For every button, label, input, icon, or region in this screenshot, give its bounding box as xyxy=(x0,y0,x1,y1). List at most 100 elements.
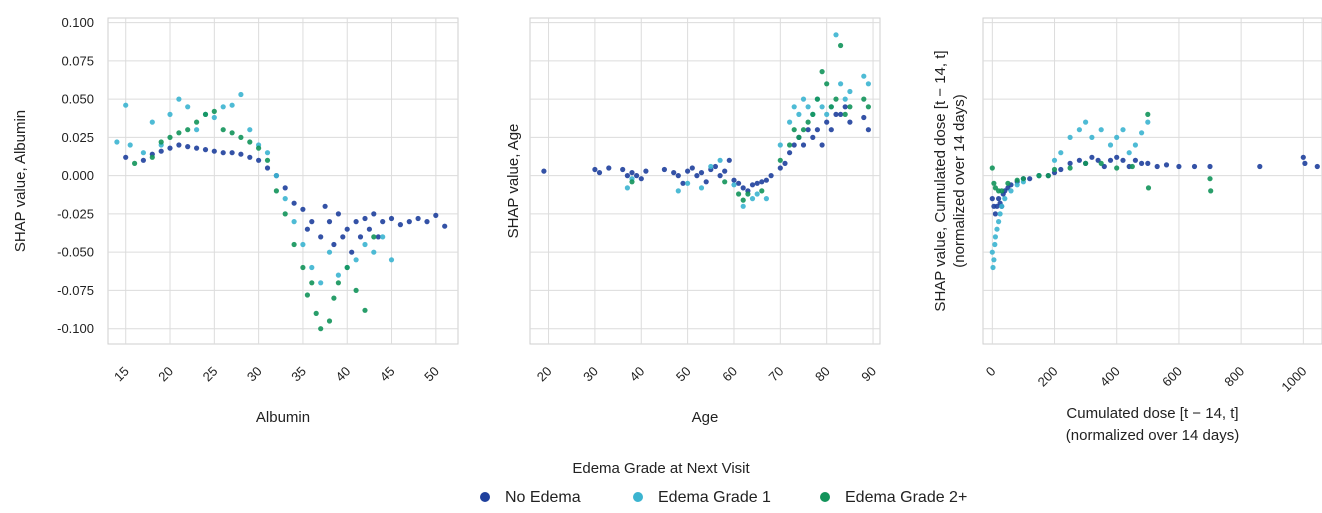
data-point xyxy=(1051,157,1058,163)
data-point xyxy=(375,234,381,240)
data-point xyxy=(304,292,310,298)
legend: Edema Grade at Next Visit No Edema Edema G… xyxy=(480,460,967,506)
data-point xyxy=(194,127,200,133)
data-point xyxy=(777,142,783,148)
data-point xyxy=(406,219,412,225)
x-tick-label: 20 xyxy=(534,364,555,385)
data-point xyxy=(624,185,631,191)
x-tick-label: 25 xyxy=(200,364,221,385)
data-point xyxy=(1208,188,1214,194)
data-point xyxy=(1176,163,1182,170)
data-point xyxy=(989,165,995,171)
series-no-edema xyxy=(989,154,1320,217)
data-point xyxy=(999,203,1005,209)
data-point xyxy=(309,280,315,286)
data-point xyxy=(712,163,719,170)
series-edema-grade-2- xyxy=(989,111,1214,194)
data-point xyxy=(229,130,235,136)
data-point xyxy=(291,219,297,225)
x-tick-label: 20 xyxy=(155,364,176,385)
data-point xyxy=(838,81,844,87)
x-tick-label: 200 xyxy=(1035,364,1061,390)
data-point xyxy=(442,223,448,229)
data-point xyxy=(238,151,244,157)
data-point xyxy=(424,219,430,225)
data-point xyxy=(996,196,1002,202)
data-point xyxy=(380,234,386,240)
data-point xyxy=(264,165,271,171)
data-point xyxy=(318,234,324,240)
data-point xyxy=(726,157,732,163)
data-point xyxy=(787,142,793,148)
data-point xyxy=(992,211,999,217)
x-tick-label: 30 xyxy=(580,364,601,385)
data-point xyxy=(620,166,626,173)
y-tick-label: 0.100 xyxy=(61,15,94,30)
data-point xyxy=(1089,134,1095,140)
data-point xyxy=(322,203,328,209)
data-point xyxy=(824,119,830,125)
data-point xyxy=(731,182,737,188)
data-point xyxy=(132,160,138,166)
data-point xyxy=(675,188,681,194)
data-point xyxy=(1114,134,1120,140)
data-point xyxy=(1036,173,1042,179)
data-point xyxy=(1163,162,1170,168)
legend-title: Edema Grade at Next Visit xyxy=(572,460,750,477)
y-axis-label-line2: (normalized over 14 days) xyxy=(951,94,968,267)
data-point xyxy=(264,150,271,156)
data-point xyxy=(800,142,807,148)
data-point xyxy=(229,102,235,108)
data-point xyxy=(745,191,751,197)
data-point xyxy=(1132,142,1138,148)
x-tick-label: 15 xyxy=(111,364,132,385)
data-point xyxy=(247,127,253,133)
data-point xyxy=(397,222,403,228)
data-point xyxy=(167,145,173,151)
data-point xyxy=(353,257,359,263)
data-point xyxy=(388,257,395,263)
data-point xyxy=(1067,160,1073,166)
data-point xyxy=(366,226,372,232)
x-axis-label-line2: (normalized over 14 days) xyxy=(1066,427,1239,444)
data-point xyxy=(211,148,217,154)
legend-item-label: No Edema xyxy=(505,489,581,506)
data-point xyxy=(340,234,346,240)
data-point xyxy=(1132,157,1138,163)
x-tick-label: 400 xyxy=(1097,364,1123,390)
data-point xyxy=(1154,163,1160,170)
data-point xyxy=(796,111,802,117)
data-point xyxy=(685,168,691,174)
data-point xyxy=(768,173,774,179)
data-point xyxy=(731,177,737,183)
data-point xyxy=(805,127,811,133)
data-point xyxy=(349,249,355,255)
data-point xyxy=(754,180,760,186)
data-point xyxy=(787,119,793,125)
y-tick-label: 0.075 xyxy=(61,53,94,68)
data-point xyxy=(694,173,700,179)
data-point xyxy=(791,127,797,133)
data-point xyxy=(810,111,816,117)
data-point xyxy=(1027,176,1033,182)
data-point xyxy=(782,160,788,166)
data-point xyxy=(380,219,386,225)
y-tick-label: -0.100 xyxy=(57,321,94,336)
data-point xyxy=(291,200,297,206)
data-point xyxy=(344,226,350,232)
data-point xyxy=(1120,157,1126,163)
data-point xyxy=(220,104,226,110)
data-point xyxy=(313,310,319,316)
data-point xyxy=(833,32,839,38)
data-point xyxy=(362,241,368,248)
data-point xyxy=(861,96,867,102)
data-point xyxy=(123,102,129,108)
data-point xyxy=(247,139,253,145)
y-axis-label: SHAP value, Albumin xyxy=(12,110,29,252)
data-point xyxy=(256,145,262,151)
x-tick-label: 800 xyxy=(1221,364,1247,390)
data-point xyxy=(740,197,746,203)
data-point xyxy=(1014,177,1020,183)
y-tick-label: -0.025 xyxy=(57,206,94,221)
plot-frame xyxy=(529,17,881,345)
